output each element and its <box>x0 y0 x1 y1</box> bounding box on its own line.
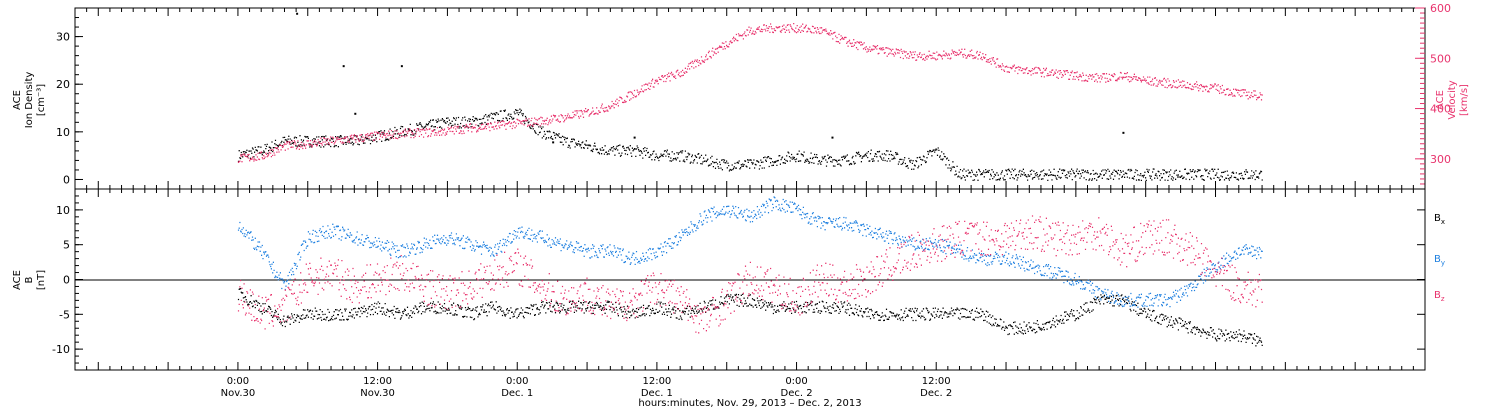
top-ylabel-right: ACEVelocity[km/s] <box>1435 80 1470 119</box>
ion-density-spike <box>831 136 834 139</box>
bottom-left-tick-label: -10 <box>52 343 70 356</box>
top-right-tick-label: 600 <box>1430 2 1451 15</box>
x-tick-label-date: Nov.30 <box>221 388 256 399</box>
series-bz <box>237 215 1263 334</box>
series-bx <box>237 288 1263 347</box>
x-tick-label-time: 12:00 <box>922 376 951 387</box>
x-tick-label-date: Dec. 2 <box>781 388 813 399</box>
x-tick-label-date: Dec. 1 <box>501 388 533 399</box>
x-tick-label-time: 12:00 <box>363 376 392 387</box>
top-left-tick-label: 20 <box>56 78 70 91</box>
ion-density-spike <box>633 136 636 139</box>
bottom-panel-marks <box>237 196 1263 347</box>
x-axis-title: hours:minutes, Nov. 29, 2013 – Dec. 2, 2… <box>638 398 861 409</box>
top-panel-axes: 0 10 20 30 300 400 500 600 <box>56 2 1451 190</box>
ion-density-spike <box>400 65 403 68</box>
bottom-panel-axes: -10 -5 0 5 10 <box>52 188 1425 371</box>
x-tick-label-time: 0:00 <box>506 376 528 387</box>
legend-by: By <box>1434 254 1445 267</box>
x-tick-label-time: 0:00 <box>785 376 807 387</box>
top-right-tick-label: 300 <box>1430 153 1451 166</box>
top-right-tick-label: 400 <box>1430 103 1451 116</box>
series-by <box>237 196 1263 308</box>
velocity-series <box>237 22 1263 164</box>
legend-bx: Bx <box>1434 213 1445 226</box>
ion-density-spike <box>1122 131 1125 134</box>
bottom-left-tick-label: 5 <box>63 239 70 252</box>
top-left-tick-label: 0 <box>63 173 70 186</box>
ion-density-spike <box>354 112 357 115</box>
bottom-left-tick-label: 10 <box>56 204 70 217</box>
bottom-panel: -10 -5 0 5 10 <box>52 188 1426 371</box>
x-tick-label-time: 0:00 <box>227 376 249 387</box>
top-left-tick-label: 30 <box>56 31 70 44</box>
bottom-ylabel-left: ACEB[nT] <box>12 270 47 290</box>
legend-bz: Bz <box>1434 290 1445 303</box>
top-panel: 0 10 20 30 300 400 500 600 <box>56 2 1451 190</box>
ion-density-spike <box>552 141 555 144</box>
top-right-tick-label: 500 <box>1430 52 1451 65</box>
bottom-left-tick-label: 0 <box>63 274 70 287</box>
x-tick-label-date: Dec. 2 <box>920 388 952 399</box>
ion-density-series <box>237 108 1263 182</box>
x-tick-label-time: 12:00 <box>642 376 671 387</box>
x-tick-label-date: Dec. 1 <box>641 388 673 399</box>
bottom-left-tick-label: -5 <box>59 308 70 321</box>
legend: Bx By Bz <box>1434 213 1445 303</box>
ion-density-spike <box>296 12 299 15</box>
top-panel-frame <box>74 7 1426 190</box>
top-panel-marks <box>237 12 1263 182</box>
top-left-tick-label: 10 <box>56 126 70 139</box>
top-ylabel-left: ACEIon Density[cm⁻³] <box>12 72 47 129</box>
ion-density-spike <box>342 65 345 68</box>
x-tick-label-date: Nov.30 <box>360 388 395 399</box>
